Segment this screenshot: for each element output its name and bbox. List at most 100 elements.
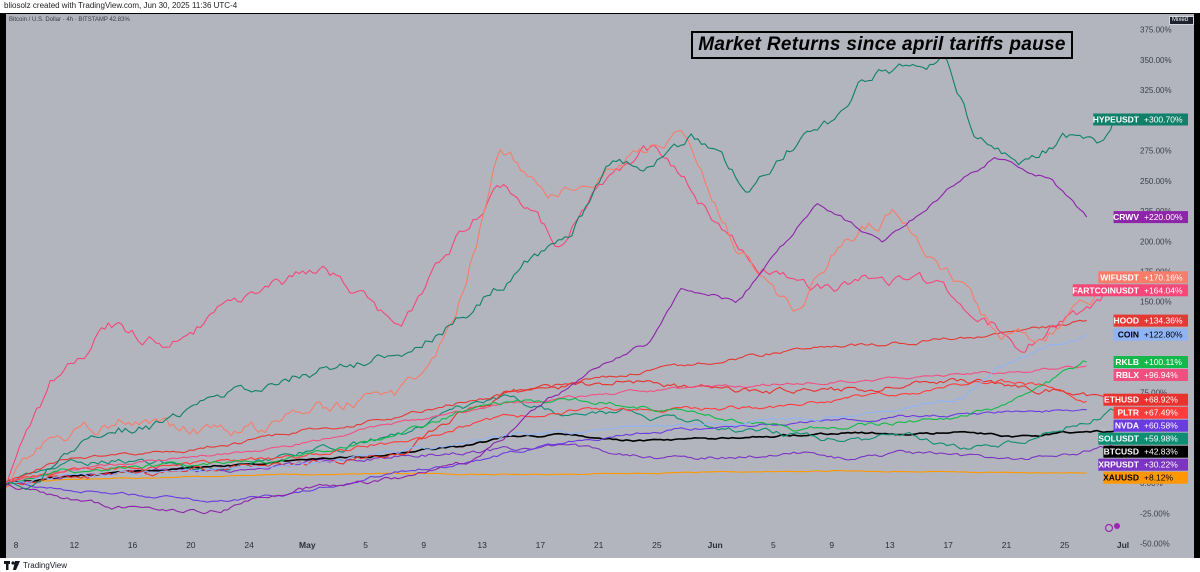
series-tag-value-bg <box>1142 113 1188 126</box>
series-tag-value: +67.49% <box>1144 408 1178 418</box>
series-tag-value: +8.12% <box>1144 473 1174 483</box>
series-line-btcusd[interactable] <box>6 429 1115 485</box>
y-tick-label: 275.00% <box>1140 147 1172 156</box>
x-tick-label: 20 <box>186 540 196 550</box>
series-line-coin[interactable] <box>6 334 1087 484</box>
series-tag-value: +30.22% <box>1144 460 1178 470</box>
series-tag-crwv[interactable]: CRWV +220.00% <box>1113 211 1188 224</box>
x-tick-label: Jul <box>1117 540 1129 550</box>
series-line-xauusd[interactable] <box>6 469 1087 484</box>
series-tag-fartcoinusdt[interactable]: FARTCOINUSDT +164.04% <box>1072 284 1188 297</box>
series-tag-value-bg <box>1142 328 1188 341</box>
series-tag-value-bg <box>1142 356 1188 368</box>
series-tag-pltr[interactable]: PLTR +67.49% <box>1113 406 1188 419</box>
series-tag-name: WIFUSDT <box>1100 272 1140 282</box>
series-tag-name: RKLB <box>1115 357 1139 367</box>
scale-mode-badge[interactable]: Mixed <box>1169 16 1194 25</box>
series-tags[interactable]: HYPEUSDT +300.70% CRWV +220.00% WIFUSDT +170.… <box>1072 113 1189 484</box>
series-tag-value-bg <box>1142 369 1188 381</box>
series-tag-value-bg <box>1142 211 1188 224</box>
tradingview-logo[interactable]: TradingView <box>4 560 67 570</box>
series-tag-name-bg <box>1103 393 1142 406</box>
series-line-rblx[interactable] <box>6 365 1087 484</box>
series-tag-value: +59.98% <box>1144 434 1178 444</box>
y-tick-label: 75.00% <box>1140 388 1167 397</box>
chart-title: Market Returns since april tariffs pause <box>698 34 1066 55</box>
y-tick-label: 250.00% <box>1140 177 1172 186</box>
x-tick-label: 8 <box>14 540 19 550</box>
series-tag-rblx[interactable]: RBLX +96.94% <box>1113 369 1188 381</box>
series-tag-hood[interactable]: HOOD +134.36% <box>1113 314 1189 327</box>
series-line-fartcoinusdt[interactable] <box>6 144 1115 489</box>
series-line-wifusdt[interactable] <box>6 129 1115 489</box>
series-line-nvda[interactable] <box>6 408 1087 503</box>
series-tag-ethusd[interactable]: ETHUSD +68.92% <box>1103 393 1188 406</box>
series-tag-value-bg <box>1142 271 1188 284</box>
x-tick-label: 13 <box>885 540 895 550</box>
replay-icon[interactable] <box>1104 523 1121 533</box>
x-tick-label: 9 <box>829 540 834 550</box>
series-tag-name: COIN <box>1118 330 1139 340</box>
x-tick-label: 16 <box>128 540 138 550</box>
x-tick-label: 17 <box>943 540 953 550</box>
series-tag-value-bg <box>1142 284 1188 297</box>
series-line-hypeusdt[interactable] <box>6 56 1115 491</box>
symbol-legend[interactable]: Bitcoin / U.S. Dollar · 4h · BITSTAMP 42… <box>9 17 130 23</box>
y-tick-label: -25.00% <box>1140 509 1170 518</box>
series-line-solusdt[interactable] <box>6 394 1115 484</box>
x-tick-label: 21 <box>1002 540 1012 550</box>
series-tag-nvda[interactable]: NVDA +60.58% <box>1113 419 1188 432</box>
series-line-rklb[interactable] <box>6 360 1087 485</box>
series-tag-name: BTCUSD <box>1104 447 1139 457</box>
series-tag-name-bg <box>1093 113 1142 126</box>
x-tick-label: 5 <box>363 540 368 550</box>
series-tag-value-bg <box>1142 314 1188 327</box>
series-tag-name-bg <box>1113 356 1142 368</box>
series-tag-name: PLTR <box>1117 408 1139 418</box>
y-tick-label: 200.00% <box>1140 237 1172 246</box>
y-tick-label: -50.00% <box>1140 540 1170 549</box>
series-tag-name: HOOD <box>1114 316 1140 326</box>
series-tag-name-bg <box>1113 211 1142 224</box>
x-tick-label: 13 <box>477 540 487 550</box>
series-tag-name-bg <box>1113 314 1142 327</box>
series-tag-value: +300.70% <box>1144 115 1183 125</box>
series-tag-value-bg <box>1142 393 1188 406</box>
x-axis[interactable]: 8 12 16 20 24 May 5 9 13 17 21 25 Jun 5 9 13 17 21 25 Jul <box>14 540 1130 550</box>
x-tick-label: 12 <box>70 540 80 550</box>
series-tag-value: +134.36% <box>1144 316 1183 326</box>
series-tag-value-bg <box>1142 471 1188 484</box>
series-tag-rklb[interactable]: RKLB +100.11% <box>1113 356 1188 368</box>
series-tag-name: CRWV <box>1113 212 1139 222</box>
series-tag-btcusd[interactable]: BTCUSD +42.83% <box>1103 445 1188 458</box>
series-tag-wifusdt[interactable]: WIFUSDT +170.16% <box>1098 271 1188 284</box>
series-tag-name: XAUUSD <box>1103 473 1139 483</box>
series-tag-value: +164.04% <box>1144 285 1183 295</box>
series-line-crwv[interactable] <box>6 157 1088 515</box>
tradingview-brand: TradingView <box>23 560 68 570</box>
series-tag-value: +60.58% <box>1144 421 1178 431</box>
y-tick-label: 150.00% <box>1140 298 1172 307</box>
series-tag-xrpusdt[interactable]: XRPUSDT +30.22% <box>1098 458 1188 471</box>
x-tick-label: 9 <box>421 540 426 550</box>
y-tick-label: 375.00% <box>1140 26 1172 35</box>
series-tag-solusdt[interactable]: SOLUSDT +59.98% <box>1098 432 1188 445</box>
series-line-xrpusdt[interactable] <box>6 443 1115 485</box>
series-tag-name: HYPEUSDT <box>1093 115 1140 125</box>
series-tag-name: FARTCOINUSDT <box>1072 285 1139 295</box>
series-tag-name-bg <box>1113 419 1142 432</box>
series-line-hood[interactable] <box>6 319 1087 483</box>
series-tag-coin[interactable]: COIN +122.80% <box>1113 328 1188 341</box>
series-tag-xauusd[interactable]: XAUUSD +8.12% <box>1103 471 1188 484</box>
series-tag-value: +96.94% <box>1144 370 1178 380</box>
series-line-pltr[interactable] <box>6 378 1087 484</box>
chart-area[interactable]: 375.00%350.00%325.00%300.00%275.00%250.0… <box>6 14 1194 558</box>
series-tag-hypeusdt[interactable]: HYPEUSDT +300.70% <box>1093 113 1188 126</box>
series-tag-value: +68.92% <box>1144 395 1178 405</box>
series-tag-value: +170.16% <box>1144 272 1183 282</box>
tradingview-logo-icon <box>4 560 20 570</box>
series-tag-name-bg <box>1113 406 1142 419</box>
series-line-ethusd[interactable] <box>6 377 1115 486</box>
line-chart[interactable]: 375.00%350.00%325.00%300.00%275.00%250.0… <box>6 14 1194 558</box>
series-tag-name: NVDA <box>1115 421 1139 431</box>
